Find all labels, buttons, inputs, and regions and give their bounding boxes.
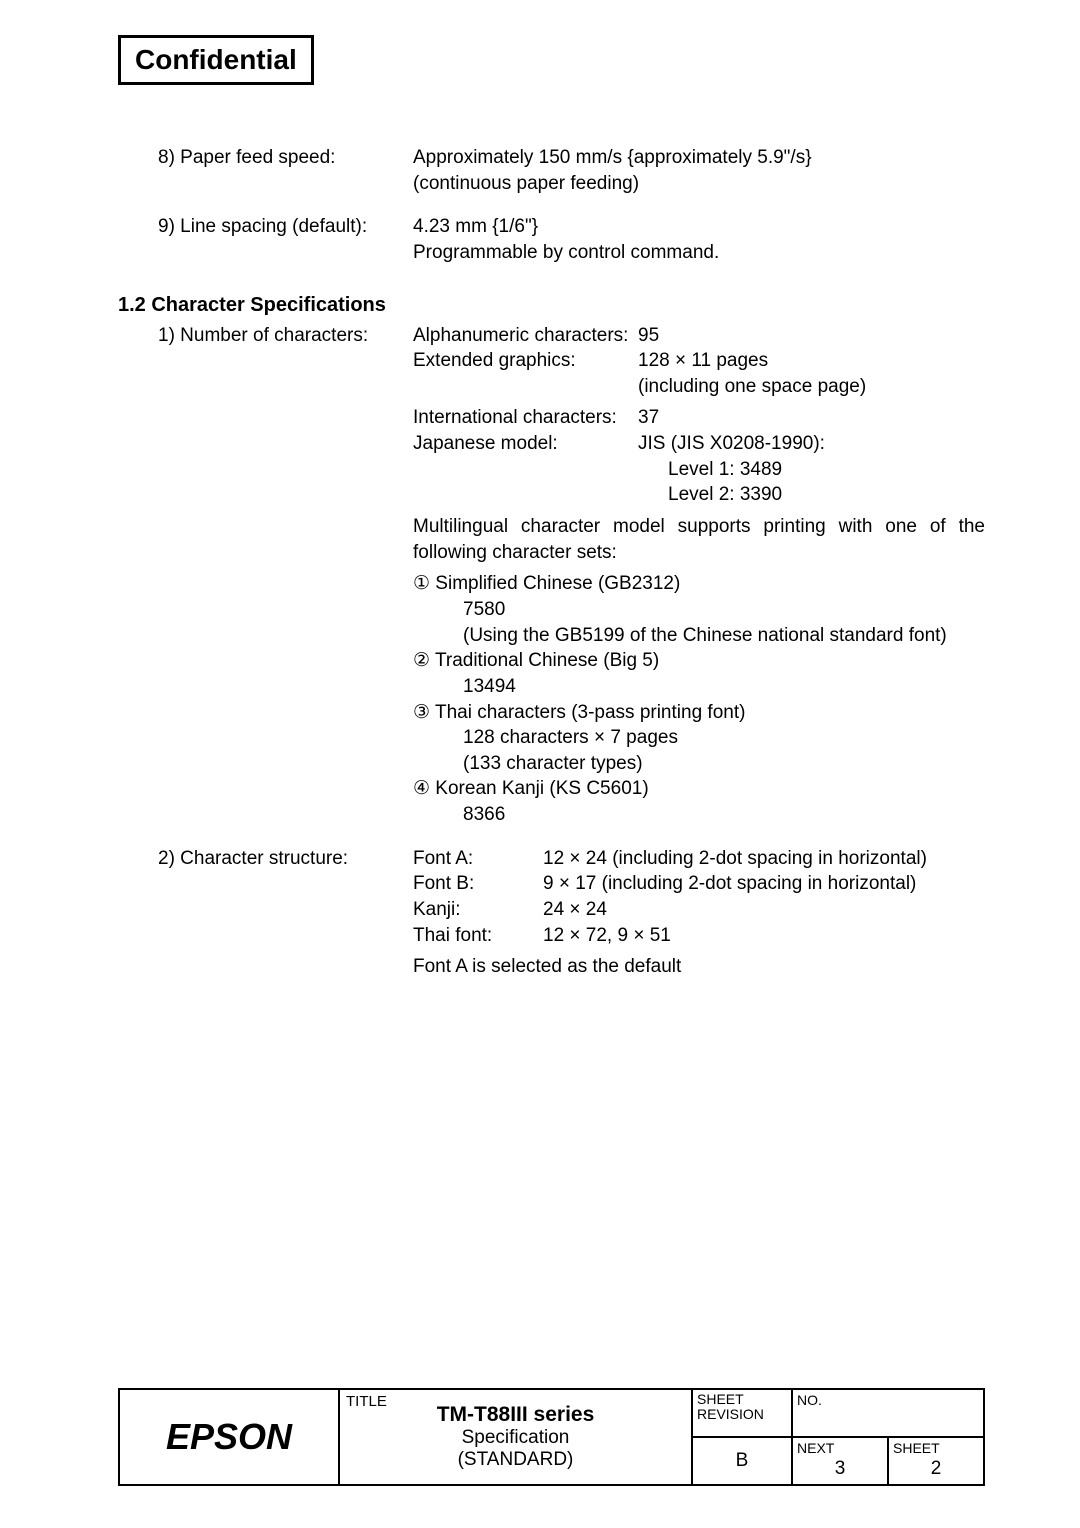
font-value: 12 × 24 (including 2-dot spacing in hori… xyxy=(543,846,927,872)
text-line: JIS (JIS X0208-1990): xyxy=(638,431,985,457)
confidential-header: Confidential xyxy=(118,35,314,85)
text-line: 128 characters × 7 pages xyxy=(413,725,985,751)
no-label: NO. xyxy=(797,1392,822,1408)
text-line: (133 character types) xyxy=(413,751,985,777)
spec-label: 2) Character structure: xyxy=(118,846,413,980)
sub-value: 95 xyxy=(638,323,985,349)
text-line: ① Simplified Chinese (GB2312) xyxy=(413,571,985,597)
text-line: ② Traditional Chinese (Big 5) xyxy=(413,648,985,674)
spec-value: Font A: 12 × 24 (including 2-dot spacing… xyxy=(413,846,985,980)
text-line: ③ Thai characters (3-pass printing font) xyxy=(413,700,985,726)
sheet-revision-label: SHEETREVISION xyxy=(697,1392,764,1423)
text-line: Programmable by control command. xyxy=(413,240,985,266)
font-value: 9 × 17 (including 2-dot spacing in horiz… xyxy=(543,871,916,897)
sub-label: International characters: xyxy=(413,405,638,431)
title-block-right: SHEETREVISION NO. B NEXT 3 SHEET 2 xyxy=(693,1390,983,1484)
spec-value: Alphanumeric characters: 95 Extended gra… xyxy=(413,323,985,828)
charset-4: ④ Korean Kanji (KS C5601) 8366 xyxy=(413,776,985,827)
spec-label: 9) Line spacing (default): xyxy=(118,214,413,265)
sheet-label: SHEET xyxy=(893,1440,940,1456)
charset-3: ③ Thai characters (3-pass printing font)… xyxy=(413,700,985,777)
spec-value: Approximately 150 mm/s {approximately 5.… xyxy=(413,145,985,196)
text-line: 13494 xyxy=(413,674,985,700)
sheet-value: 2 xyxy=(931,1458,942,1480)
document-content: 8) Paper feed speed: Approximately 150 m… xyxy=(118,145,985,984)
epson-logo: EPSON xyxy=(120,1390,340,1484)
text-line: (Using the GB5199 of the Chinese nationa… xyxy=(413,623,985,649)
section-heading-1-2: 1.2 Character Specifications xyxy=(118,294,985,317)
spec-label: 8) Paper feed speed: xyxy=(118,145,413,196)
spec-paper-feed-speed: 8) Paper feed speed: Approximately 150 m… xyxy=(118,145,985,196)
title-line-3: (STANDARD) xyxy=(458,1449,574,1471)
text-line: 128 × 11 pages xyxy=(638,348,985,374)
sub-label: Japanese model: xyxy=(413,431,638,508)
text-line: ④ Korean Kanji (KS C5601) xyxy=(413,776,985,802)
sheet-revision-cell: SHEETREVISION xyxy=(693,1390,793,1436)
sub-value: JIS (JIS X0208-1990): Level 1: 3489 Leve… xyxy=(638,431,985,508)
text-line: 8366 xyxy=(413,802,985,828)
sub-value: 37 xyxy=(638,405,985,431)
charset-1: ① Simplified Chinese (GB2312) 7580 (Usin… xyxy=(413,571,985,648)
text-line: (including one space page) xyxy=(638,374,985,400)
text-line: Level 1: 3489 xyxy=(638,457,985,483)
next-label: NEXT xyxy=(797,1440,834,1456)
no-cell: NO. xyxy=(793,1390,983,1436)
font-value: 24 × 24 xyxy=(543,897,607,923)
font-label: Font B: xyxy=(413,871,543,897)
sub-label: Alphanumeric characters: xyxy=(413,323,638,349)
default-font-note: Font A is selected as the default xyxy=(413,954,985,980)
charset-2: ② Traditional Chinese (Big 5) 13494 xyxy=(413,648,985,699)
text-line: (continuous paper feeding) xyxy=(413,171,985,197)
title-line-2: Specification xyxy=(462,1427,570,1449)
text-line: Approximately 150 mm/s {approximately 5.… xyxy=(413,145,985,171)
font-value: 12 × 72, 9 × 51 xyxy=(543,923,671,949)
title-block: EPSON TITLE TM-T88III series Specificati… xyxy=(118,1388,985,1486)
next-cell: NEXT 3 xyxy=(793,1438,889,1484)
title-cell: TITLE TM-T88III series Specification (ST… xyxy=(340,1390,693,1484)
spec-line-spacing: 9) Line spacing (default): 4.23 mm {1/6"… xyxy=(118,214,985,265)
text-line: Level 2: 3390 xyxy=(638,482,985,508)
sub-label: Extended graphics: xyxy=(413,348,638,399)
spec-label: 1) Number of characters: xyxy=(118,323,413,828)
title-label: TITLE xyxy=(346,1393,387,1410)
text-line: 7580 xyxy=(413,597,985,623)
spec-number-of-characters: 1) Number of characters: Alphanumeric ch… xyxy=(118,323,985,828)
font-label: Thai font: xyxy=(413,923,543,949)
title-line-1: TM-T88III series xyxy=(437,1403,595,1427)
sheet-cell: SHEET 2 xyxy=(889,1438,983,1484)
multilingual-intro: Multilingual character model supports pr… xyxy=(413,514,985,565)
revision-value: B xyxy=(693,1438,793,1484)
font-label: Font A: xyxy=(413,846,543,872)
next-value: 3 xyxy=(835,1458,846,1480)
sub-value: 128 × 11 pages (including one space page… xyxy=(638,348,985,399)
spec-value: 4.23 mm {1/6"} Programmable by control c… xyxy=(413,214,985,265)
spec-character-structure: 2) Character structure: Font A: 12 × 24 … xyxy=(118,846,985,980)
font-label: Kanji: xyxy=(413,897,543,923)
text-line: 4.23 mm {1/6"} xyxy=(413,214,985,240)
